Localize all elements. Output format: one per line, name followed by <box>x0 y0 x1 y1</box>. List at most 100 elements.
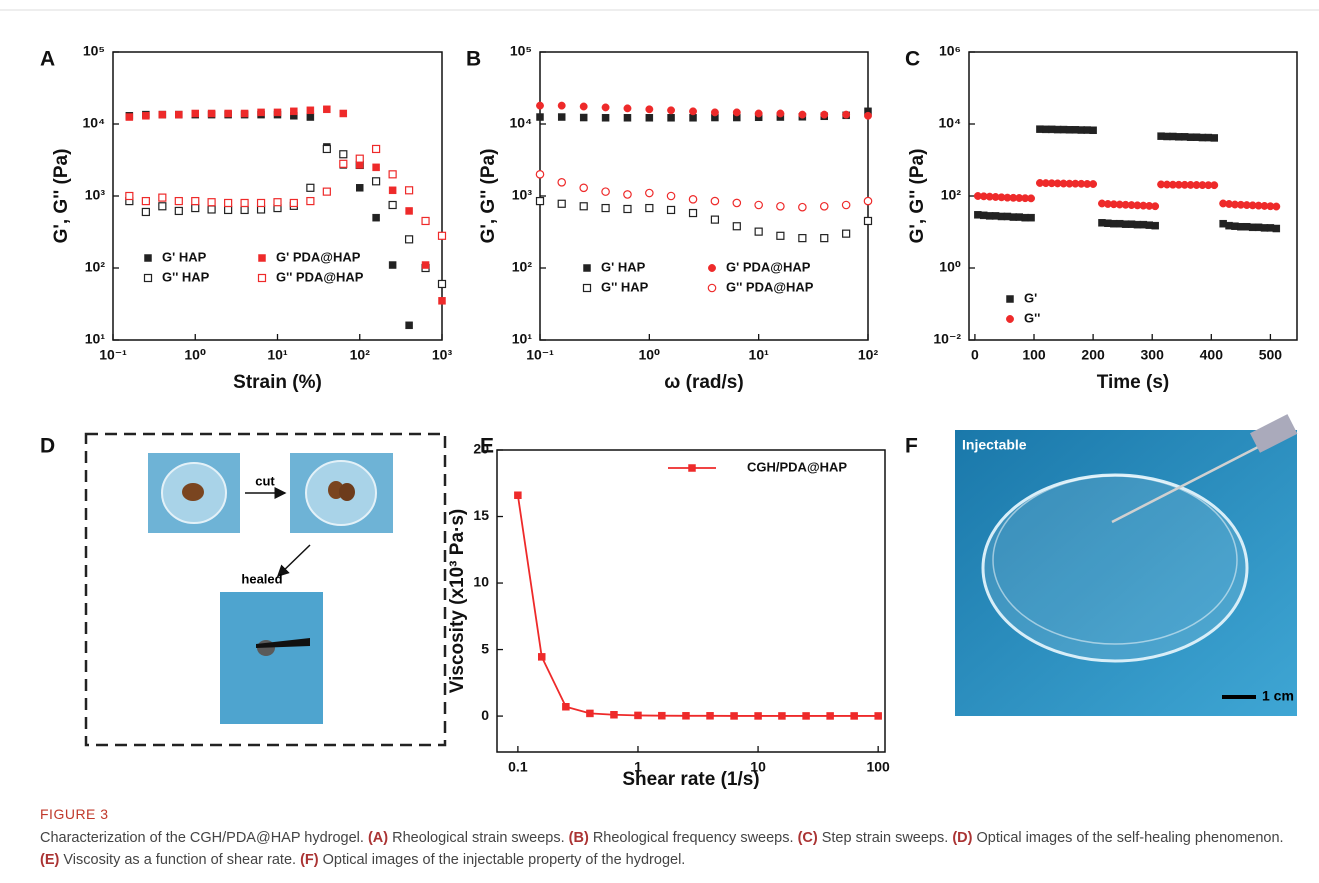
photo-label: Injectable <box>962 437 1027 453</box>
caption-text: Optical images of the injectable propert… <box>322 852 686 868</box>
y-tick-label: 10³ <box>512 187 533 203</box>
marker <box>537 653 546 661</box>
marker <box>306 196 315 206</box>
marker <box>863 196 873 206</box>
marker <box>579 102 588 111</box>
scale-label: 1 cm <box>1262 688 1294 704</box>
y-tick-label: 10⁵ <box>510 43 532 59</box>
marker <box>1210 134 1219 142</box>
legend-label: G'' HAP <box>601 279 649 294</box>
marker <box>707 283 717 293</box>
marker <box>158 193 167 202</box>
caption-lead: Characterization of the CGH/PDA@HAP hydr… <box>40 830 364 846</box>
y-tick-label: 10² <box>85 259 106 275</box>
x-tick-label: 10² <box>858 347 879 363</box>
marker <box>536 101 544 110</box>
marker <box>125 191 134 201</box>
caption-tag: (E) <box>40 852 60 868</box>
marker <box>322 144 331 154</box>
marker <box>1151 202 1160 211</box>
marker <box>224 109 232 118</box>
marker <box>1006 315 1014 323</box>
panel-letter: B <box>466 48 481 71</box>
marker <box>682 712 690 720</box>
marker <box>819 201 829 211</box>
marker <box>842 229 851 238</box>
caption-text: Rheological strain sweeps. <box>392 830 565 846</box>
marker <box>388 186 397 195</box>
x-tick-label: 400 <box>1200 347 1224 363</box>
x-axis-title: Shear rate (1/s) <box>622 769 759 790</box>
marker <box>645 203 654 213</box>
marker <box>850 712 858 720</box>
marker <box>224 198 233 208</box>
x-tick-label: 10³ <box>432 347 453 363</box>
caption-tag: (C) <box>797 830 818 846</box>
marker <box>1272 224 1281 233</box>
marker <box>842 110 851 119</box>
marker <box>207 198 216 207</box>
legend-label: G' PDA@HAP <box>726 259 811 274</box>
caption-text: Step strain sweeps. <box>821 830 949 846</box>
marker <box>256 198 266 208</box>
marker <box>421 261 430 269</box>
y-tick-label: 10⁰ <box>939 259 961 275</box>
marker <box>240 109 249 118</box>
marker <box>610 710 618 719</box>
marker <box>730 712 738 720</box>
panel-letter: A <box>40 48 55 71</box>
marker <box>371 144 381 154</box>
marker <box>191 109 199 118</box>
x-tick-label: 200 <box>1081 347 1105 363</box>
x-tick-label: 100 <box>866 759 890 775</box>
marker <box>536 113 544 121</box>
marker <box>754 227 763 236</box>
marker <box>289 198 298 208</box>
legend-label: G'' PDA@HAP <box>726 279 814 294</box>
marker <box>258 254 266 262</box>
marker <box>579 183 588 193</box>
y-tick-label: 10⁴ <box>83 115 106 131</box>
y-tick-label: 10⁵ <box>83 43 105 59</box>
caption-tag: (D) <box>952 830 973 846</box>
marker <box>601 187 610 196</box>
marker <box>1027 213 1035 222</box>
y-tick-label: 20 <box>473 441 489 457</box>
marker <box>141 207 150 217</box>
marker <box>708 264 716 272</box>
marker <box>257 108 265 117</box>
y-tick-label: 15 <box>473 507 489 523</box>
marker <box>562 703 570 711</box>
x-tick-label: 1 <box>634 759 642 775</box>
marker <box>667 114 675 122</box>
x-tick-label: 100 <box>1022 347 1046 363</box>
caption-tag: (F) <box>300 852 319 868</box>
marker <box>306 113 315 121</box>
marker <box>356 184 364 192</box>
marker <box>666 205 676 215</box>
marker <box>142 112 150 120</box>
marker <box>732 198 742 208</box>
legend-label: G' <box>1024 290 1037 305</box>
marker <box>437 231 447 240</box>
legend-label: G' HAP <box>162 249 207 264</box>
y-tick-label: 10⁴ <box>510 115 533 131</box>
caption: FIGURE 3 Characterization of the CGH/PDA@… <box>40 803 1290 871</box>
caption-label: FIGURE 3 <box>40 806 109 822</box>
y-tick-label: 5 <box>481 640 489 656</box>
marker <box>339 150 348 159</box>
marker <box>1151 221 1159 230</box>
marker <box>826 712 834 720</box>
marker <box>623 114 632 122</box>
marker <box>754 712 762 720</box>
photo-healed <box>220 592 323 724</box>
marker <box>404 186 414 195</box>
x-tick-label: 500 <box>1259 347 1283 363</box>
x-tick-label: 10² <box>350 347 371 363</box>
marker <box>388 200 397 210</box>
y-axis-title: G', G'' (Pa) <box>907 149 928 244</box>
marker <box>388 261 397 269</box>
marker <box>339 109 348 118</box>
marker <box>273 108 282 117</box>
